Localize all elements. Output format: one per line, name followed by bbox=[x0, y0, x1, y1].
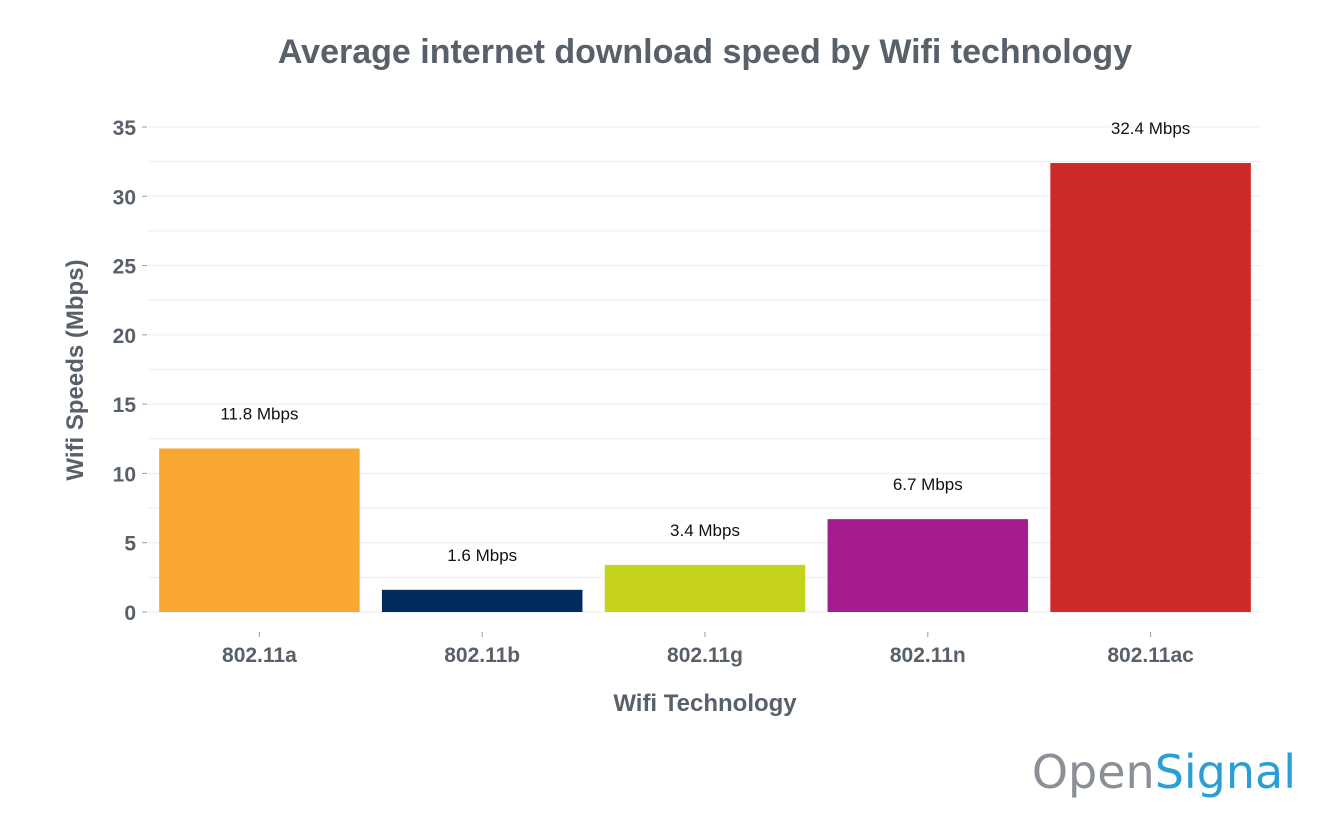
x-tick-label: 802.11g bbox=[667, 644, 743, 667]
y-tick-label: 10 bbox=[113, 463, 136, 486]
bar-802-11ac bbox=[1050, 163, 1251, 612]
x-tick-label: 802.11n bbox=[890, 644, 966, 667]
y-tick-label: 30 bbox=[113, 186, 136, 209]
y-tick-label: 0 bbox=[124, 602, 136, 625]
logo-text-signal: Signal bbox=[1155, 745, 1296, 799]
data-label: 3.4 Mbps bbox=[670, 521, 740, 540]
y-tick-label: 25 bbox=[113, 256, 137, 279]
bar-802-11b bbox=[381, 589, 583, 612]
bar-802-11n bbox=[827, 519, 1029, 612]
opensignal-logo: OpenSignal bbox=[1032, 745, 1296, 799]
data-label: 6.7 Mbps bbox=[893, 475, 963, 494]
bar-802-11a bbox=[159, 448, 360, 612]
bars: 11.8 Mbps 1.6 Mbps 3.4 Mbps 6.7 Mbps 32.4 Mb… bbox=[159, 119, 1251, 612]
data-label: 32.4 Mbps bbox=[1111, 119, 1190, 138]
x-axis-title: Wifi Technology bbox=[613, 690, 797, 717]
data-label: 11.8 Mbps bbox=[220, 404, 298, 423]
bar-802-11g bbox=[604, 564, 806, 612]
y-tick-label: 35 bbox=[113, 117, 137, 140]
y-tick-label: 20 bbox=[113, 325, 136, 348]
y-tick-label: 15 bbox=[113, 394, 137, 417]
chart-title: Average internet download speed by Wifi … bbox=[278, 33, 1132, 71]
y-axis-title: Wifi Speeds (Mbps) bbox=[62, 259, 89, 480]
logo-text-open: Open bbox=[1032, 745, 1155, 799]
x-tick-label: 802.11ac bbox=[1107, 644, 1194, 667]
y-tick-label: 5 bbox=[124, 533, 136, 556]
y-axis: 0 5 10 15 20 25 30 35 bbox=[113, 117, 147, 625]
x-tick-label: 802.11a bbox=[222, 644, 297, 667]
data-label: 1.6 Mbps bbox=[447, 546, 517, 565]
x-axis: 802.11a 802.11b 802.11g 802.11n 802.11ac bbox=[222, 632, 1194, 667]
x-tick-label: 802.11b bbox=[444, 644, 520, 667]
